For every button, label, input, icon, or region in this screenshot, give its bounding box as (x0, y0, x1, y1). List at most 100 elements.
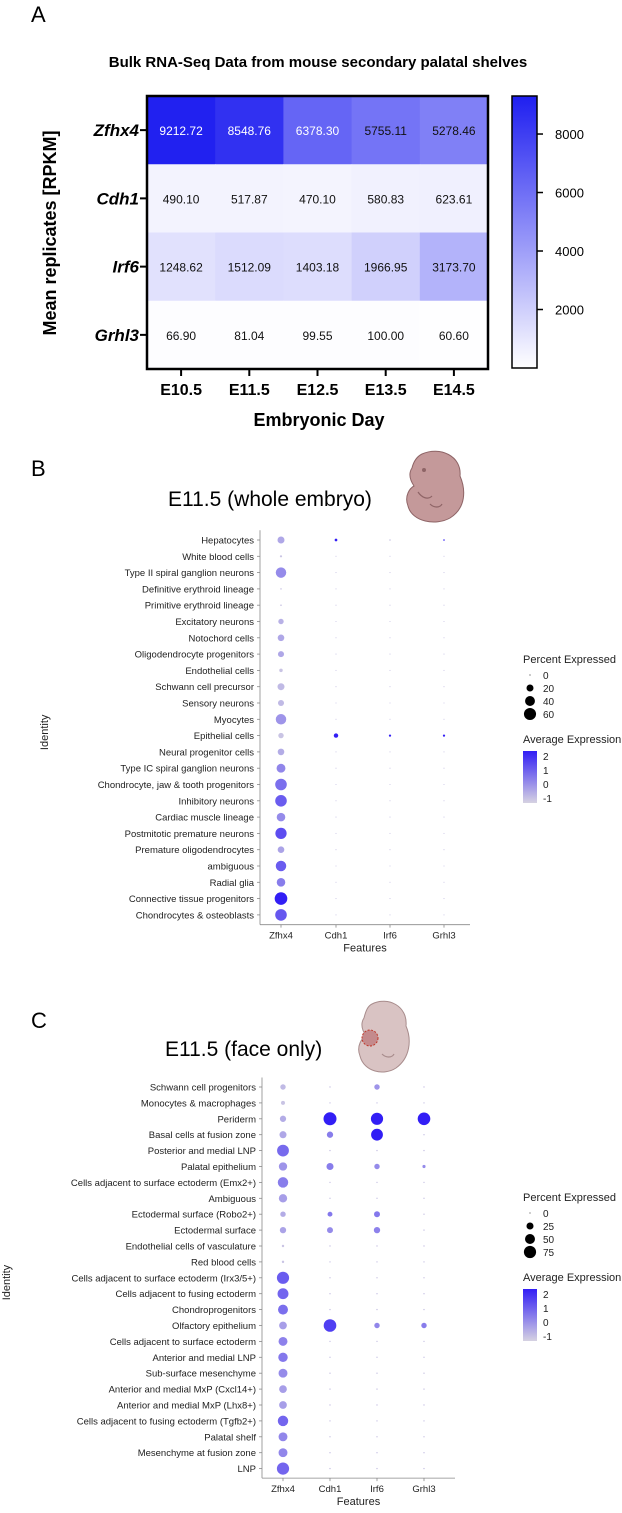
expression-dot (389, 865, 391, 867)
expression-dot (329, 1404, 331, 1406)
expression-dot (278, 1448, 288, 1458)
bulk-rnaseq-heatmap: Bulk RNA-Seq Data from mouse secondary p… (40, 54, 584, 430)
expression-dot (423, 1181, 425, 1184)
identity-label: Postmitotic premature neurons (125, 829, 255, 840)
expression-dot (443, 702, 445, 704)
heatmap-cell-label: 5278.46 (432, 124, 476, 138)
expression-dot (374, 1084, 380, 1090)
identity-label: Endothelial cells of vasculature (126, 1242, 256, 1253)
size-legend-label: 0 (543, 1209, 549, 1220)
feature-label: Cdh1 (325, 931, 348, 942)
identity-label: Connective tissue progenitors (129, 894, 254, 905)
expression-dot (423, 1404, 425, 1406)
expression-dot (281, 1100, 285, 1105)
size-legend-label: 50 (543, 1235, 555, 1246)
heatmap-cell-label: 100.00 (367, 329, 404, 343)
expression-dot (376, 1181, 378, 1184)
heatmap-cell (419, 164, 489, 233)
expression-dot (443, 637, 445, 639)
color-legend-title: Average Expression (523, 734, 621, 746)
expression-dot (329, 1292, 331, 1295)
heatmap-cell (283, 164, 353, 233)
heatmap-cell-label: 1403.18 (296, 261, 340, 275)
heatmap-cell-label: 99.55 (302, 329, 332, 343)
heatmap-cell-label: 81.04 (234, 329, 264, 343)
expression-dot (329, 1451, 331, 1454)
size-legend-dot (529, 674, 531, 676)
expression-dot (442, 734, 446, 737)
expression-dot (279, 1401, 287, 1409)
expression-dot (389, 800, 391, 802)
expression-dot (277, 536, 285, 544)
size-legend-label: 40 (543, 697, 555, 708)
heatmap-y-tick-label: Irf6 (113, 258, 140, 277)
expression-dot (443, 653, 445, 655)
expression-dot (335, 800, 337, 802)
expression-dot (370, 1112, 384, 1125)
expression-dot (278, 1432, 288, 1442)
heatmap-cell (147, 232, 216, 302)
colorbar-tick-label: 2000 (555, 303, 584, 318)
size-legend-dot (525, 1234, 535, 1244)
identity-label: Primitive erythroid lineage (145, 601, 254, 612)
expression-dot (335, 767, 337, 769)
expression-dot (329, 1372, 331, 1374)
expression-dot (376, 1436, 378, 1438)
expression-dot (376, 1261, 378, 1263)
expression-dot (335, 604, 337, 606)
expression-dot (389, 669, 391, 671)
color-legend-label: -1 (543, 794, 552, 805)
identity-label: Excitatory neurons (175, 617, 254, 628)
heatmap-y-tick-label: Cdh1 (97, 189, 140, 208)
color-legend-title: Average Expression (523, 1272, 621, 1284)
expression-dot (327, 1211, 333, 1217)
expression-dot (423, 1420, 425, 1422)
identity-label: Ambiguous (208, 1194, 256, 1205)
heatmap-x-axis-title: Embryonic Day (253, 410, 384, 430)
expression-dot (423, 1467, 425, 1470)
expression-dot (335, 653, 337, 655)
expression-dot (376, 1245, 378, 1247)
feature-label: Irf6 (383, 931, 397, 942)
expression-dot (443, 718, 445, 720)
expression-dot (443, 849, 445, 851)
feature-label: Irf6 (370, 1484, 384, 1495)
identity-label: White blood cells (182, 552, 254, 563)
size-legend-title: Percent Expressed (523, 1192, 616, 1204)
expression-dot (389, 604, 391, 606)
heatmap-cell-label: 1248.62 (159, 261, 203, 275)
expression-dot (335, 572, 337, 574)
heatmap-cell-label: 8548.76 (228, 124, 272, 138)
panel-b-title: E11.5 (whole embryo) (168, 488, 372, 511)
heatmap-colorbar (511, 95, 538, 369)
expression-dot (277, 846, 285, 854)
expression-dot (423, 1261, 425, 1263)
heatmap-cell (147, 164, 216, 233)
expression-dot (278, 1352, 288, 1363)
identity-label: Mesenchyme at fusion zone (138, 1448, 256, 1459)
expression-dot (279, 555, 283, 558)
expression-dot (335, 588, 337, 590)
x-axis-title: Features (343, 943, 387, 955)
expression-dot (323, 1112, 337, 1126)
identity-label: Olfactory epithelium (172, 1321, 256, 1332)
identity-label: Neural progenitor cells (159, 747, 254, 758)
identity-label: Ectodermal surface (174, 1226, 256, 1237)
expression-dot (376, 1308, 378, 1311)
expression-dot (423, 1436, 425, 1438)
size-legend-dot (526, 1222, 534, 1230)
expression-dot (443, 686, 445, 688)
identity-label: Ectodermal surface (Robo2+) (132, 1210, 256, 1221)
size-legend-dot (525, 696, 535, 706)
identity-label: Epithelial cells (194, 731, 254, 742)
expression-dot (335, 686, 337, 688)
expression-dot (326, 1162, 334, 1171)
expression-dot (389, 783, 391, 786)
size-legend-label: 0 (543, 671, 549, 682)
heatmap-x-tick-label: E13.5 (365, 382, 407, 399)
expression-dot (281, 1260, 285, 1264)
expression-dot (329, 1436, 331, 1438)
colorbar-tick-label: 8000 (555, 127, 584, 142)
expression-dot (280, 588, 282, 590)
whole-embryo-illustration (406, 450, 465, 523)
